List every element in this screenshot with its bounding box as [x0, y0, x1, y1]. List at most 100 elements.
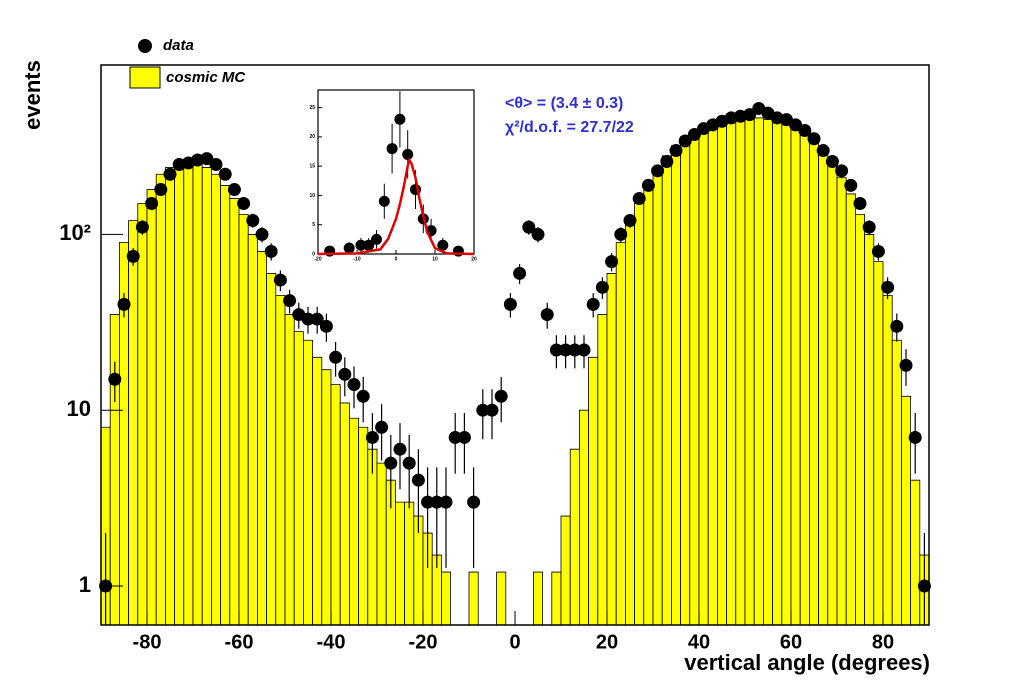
data-point — [825, 154, 839, 168]
y-tick-label: 5 — [312, 222, 315, 228]
data-point — [807, 132, 821, 146]
data-point — [651, 164, 665, 178]
y-tick-label: 10 — [67, 396, 91, 421]
data-point — [411, 473, 425, 487]
histogram-bar — [303, 339, 313, 625]
data-point — [430, 495, 444, 509]
inset-frame — [317, 89, 475, 255]
data-point — [255, 227, 269, 241]
histogram-bar — [891, 339, 902, 625]
x-tick-label: 0 — [395, 256, 398, 262]
histogram-bar — [468, 571, 479, 625]
histogram-bar — [201, 167, 212, 625]
histogram-bar — [855, 213, 865, 625]
data-point — [394, 113, 406, 125]
data-point — [237, 196, 251, 210]
data-point — [798, 124, 812, 138]
histogram-bar — [165, 167, 175, 625]
histogram-bar — [266, 273, 277, 625]
histogram-bar — [533, 571, 543, 625]
data-point — [356, 389, 370, 403]
data-point — [669, 144, 683, 158]
histogram-bar — [229, 198, 240, 625]
x-tick-label: -20 — [314, 256, 321, 262]
data-point — [378, 195, 390, 207]
histogram-bar — [873, 261, 884, 625]
histogram-bar — [312, 356, 323, 625]
legend-label: cosmic MC — [166, 69, 246, 86]
y-axis-label: events — [20, 60, 45, 130]
histogram-bar — [689, 130, 700, 625]
data-point — [375, 420, 389, 434]
data-point — [743, 108, 757, 122]
x-tick-label: 20 — [471, 256, 477, 262]
data-point — [163, 167, 177, 181]
data-point — [513, 266, 527, 280]
x-tick-label: -60 — [225, 631, 254, 653]
histogram-bar — [790, 128, 801, 625]
legend-marker — [138, 39, 152, 53]
histogram-bar — [634, 198, 645, 625]
data-point — [108, 372, 122, 386]
data-point — [329, 350, 343, 364]
histogram-bar — [349, 417, 359, 625]
histogram-bar — [404, 501, 415, 625]
data-point — [476, 403, 490, 417]
y-tick-label: 25 — [309, 105, 315, 111]
data-point — [540, 308, 554, 322]
data-point — [273, 273, 287, 287]
data-point — [402, 456, 416, 470]
data-point — [871, 244, 885, 258]
x-axis-label: vertical angle (degrees) — [684, 650, 930, 675]
data-point — [365, 430, 379, 444]
histogram-bar — [753, 117, 764, 625]
data-point — [899, 358, 913, 372]
data-point — [862, 220, 876, 234]
x-tick-label: 20 — [596, 631, 618, 653]
data-point — [319, 319, 333, 333]
data-point — [154, 183, 168, 197]
histogram-bar — [827, 164, 838, 625]
histogram-bar — [717, 119, 727, 625]
data-point — [386, 143, 398, 155]
data-point — [595, 280, 609, 294]
histogram-bar — [238, 213, 249, 625]
legend-swatch — [129, 66, 161, 89]
y-tick-label: 20 — [309, 134, 315, 140]
histogram-bar — [910, 479, 921, 625]
data-point — [853, 196, 867, 210]
data-point — [917, 579, 931, 593]
data-point — [310, 312, 324, 326]
histogram-bar — [551, 571, 562, 625]
data-point — [448, 430, 462, 444]
data-point — [227, 183, 241, 197]
histogram-bar — [192, 164, 203, 625]
data-point — [355, 239, 367, 251]
data-point — [371, 233, 382, 245]
data-point — [200, 152, 214, 166]
histogram-bar — [707, 120, 718, 625]
data-point — [844, 178, 858, 192]
histogram-bar — [818, 152, 829, 625]
histogram-bar — [321, 369, 332, 625]
data-point — [347, 378, 361, 392]
data-point — [881, 280, 895, 294]
y-tick-label: 0 — [312, 251, 315, 257]
annotation: χ²/d.o.f. = 27.7/22 — [505, 119, 634, 136]
histogram-bar — [376, 462, 387, 625]
histogram-bar — [864, 234, 875, 625]
histogram-bar — [597, 314, 608, 625]
histogram-bar — [146, 189, 157, 625]
histogram-bar — [247, 234, 258, 625]
histogram-bar — [293, 331, 304, 625]
histogram-bar — [799, 134, 810, 625]
x-tick-label: 10 — [432, 256, 438, 262]
histogram-bar — [671, 145, 681, 625]
histogram-bar — [643, 181, 654, 625]
data-point — [264, 244, 278, 258]
data-point — [549, 343, 563, 357]
histogram-bar — [726, 117, 737, 625]
data-point — [218, 167, 232, 181]
data-point — [246, 214, 260, 228]
x-tick-label: 80 — [872, 631, 894, 653]
